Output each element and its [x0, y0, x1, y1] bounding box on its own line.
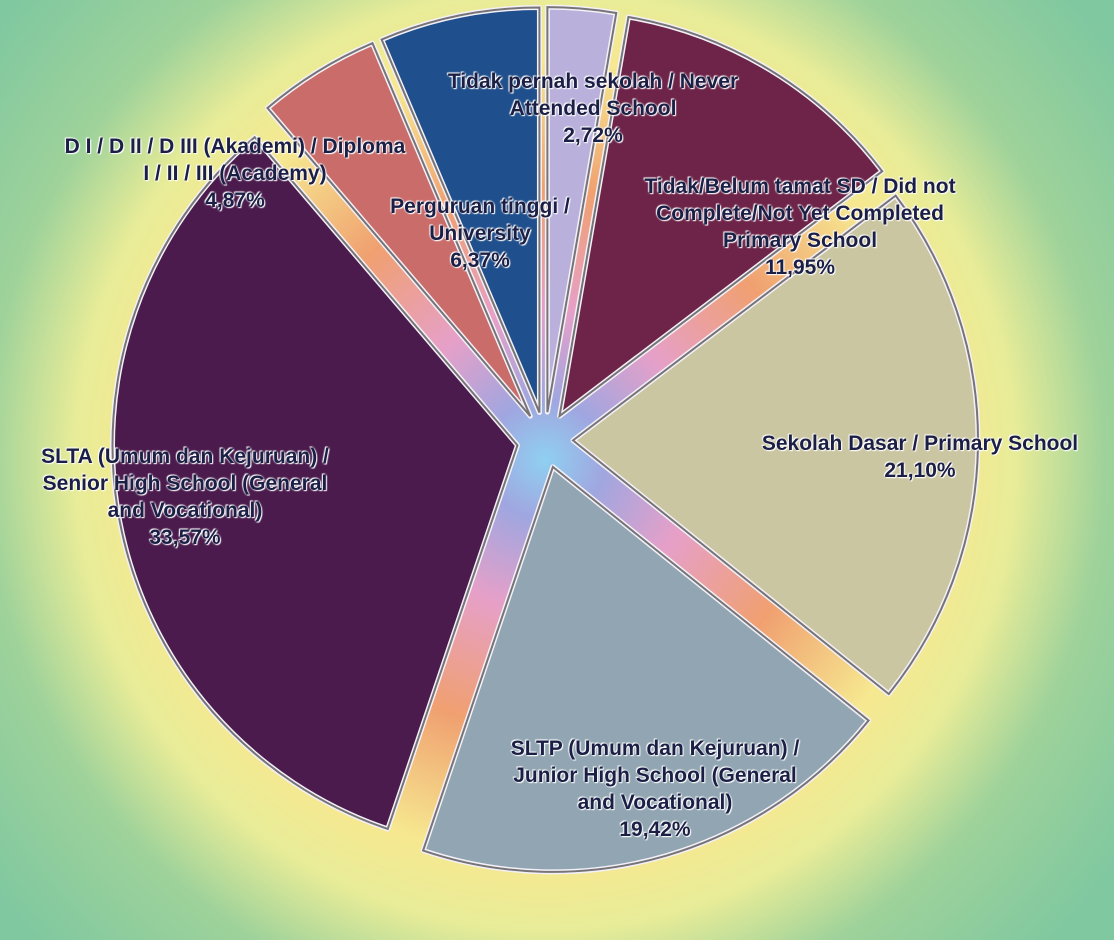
slice-label: Sekolah Dasar / Primary School 21,10%: [755, 430, 1085, 484]
slice-edge: [421, 465, 871, 873]
value-label: 11,95%: [764, 256, 836, 279]
slice-edge: [266, 41, 532, 417]
slice-label: Tidak/Belum tamat SD / Did not Complete/…: [620, 173, 980, 281]
category-label: SLTA (Umum dan Kejuruan) / Senior High S…: [41, 445, 329, 522]
slice-edge: [571, 194, 979, 696]
slice-edge: [380, 6, 541, 413]
category-label: D I / D II / D III (Akademi) / Diploma I…: [64, 135, 406, 185]
value-label: 4,87%: [205, 189, 265, 212]
slice-label: D I / D II / D III (Akademi) / Diploma I…: [60, 133, 410, 214]
slice-label: Perguruan tinggi / University 6,37%: [380, 193, 580, 274]
value-label: 6,37%: [450, 249, 510, 272]
category-label: Perguruan tinggi / University: [390, 195, 570, 245]
value-label: 19,42%: [619, 818, 691, 841]
slice-label: Tidak pernah sekolah / Never Attended Sc…: [428, 68, 758, 149]
value-label: 33,57%: [149, 526, 221, 549]
slice-label: SLTP (Umum dan Kejuruan) / Junior High S…: [505, 735, 805, 843]
slice-edge: [546, 6, 618, 413]
category-label: Sekolah Dasar / Primary School: [761, 432, 1079, 455]
slice-edge: [111, 135, 519, 831]
category-label: Tidak pernah sekolah / Never Attended Sc…: [447, 70, 739, 120]
category-label: Tidak/Belum tamat SD / Did not Complete/…: [644, 175, 956, 252]
value-label: 21,10%: [884, 459, 956, 482]
category-label: SLTP (Umum dan Kejuruan) / Junior High S…: [510, 737, 800, 814]
value-label: 2,72%: [563, 124, 623, 147]
slice-edge: [558, 15, 884, 419]
slice-label: SLTA (Umum dan Kejuruan) / Senior High S…: [40, 443, 330, 551]
